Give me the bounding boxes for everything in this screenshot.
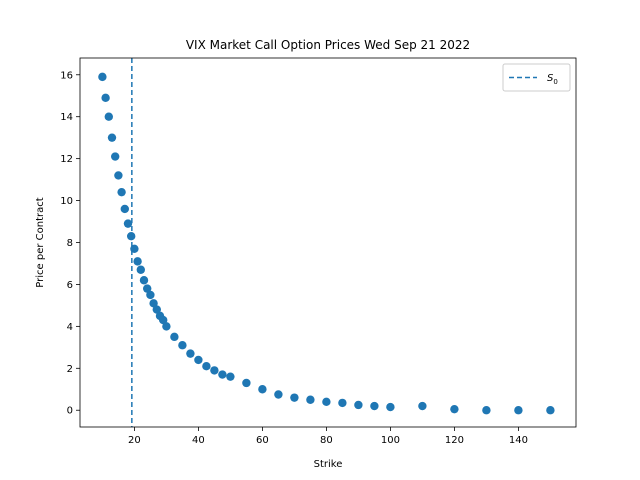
data-point — [450, 404, 459, 414]
data-point — [218, 370, 227, 379]
data-point — [146, 290, 155, 300]
y-axis: 0 2 4 6 8 10 12 14 16 — [60, 70, 80, 417]
data-point — [306, 395, 315, 404]
data-point — [149, 299, 158, 308]
data-point — [546, 406, 555, 415]
x-tick-label: 100 — [381, 435, 400, 446]
data-point — [123, 219, 133, 228]
data-point — [152, 305, 161, 314]
data-point — [120, 204, 129, 214]
x-tick-label: 60 — [256, 435, 269, 446]
x-tick-label: 80 — [320, 435, 333, 446]
data-point — [210, 366, 219, 375]
data-point — [242, 378, 251, 388]
x-tick-label: 140 — [509, 435, 528, 446]
data-point — [418, 401, 427, 411]
y-tick-label: 14 — [60, 112, 73, 123]
x-tick-label: 40 — [192, 435, 205, 446]
y-tick-label: 8 — [67, 238, 73, 249]
data-point — [386, 402, 395, 412]
data-point — [274, 390, 283, 399]
legend-label: S0 — [547, 73, 558, 86]
x-axis-label: Strike — [314, 459, 343, 470]
data-point — [186, 349, 195, 358]
data-point — [194, 355, 203, 365]
data-point — [136, 265, 145, 274]
y-tick-label: 0 — [67, 406, 73, 417]
data-point — [258, 385, 267, 394]
data-point — [162, 322, 171, 331]
data-point — [514, 406, 523, 415]
data-point — [159, 315, 168, 325]
y-tick-label: 4 — [67, 322, 73, 333]
data-point — [170, 332, 179, 342]
x-tick-label: 120 — [445, 435, 464, 446]
data-point — [178, 341, 187, 350]
x-tick-label: 20 — [128, 435, 141, 446]
data-point — [98, 72, 107, 82]
data-point — [139, 276, 149, 285]
chart-title: VIX Market Call Option Prices Wed Sep 21… — [186, 38, 470, 52]
data-point — [482, 406, 491, 415]
y-axis-label: Price per Contract — [35, 197, 46, 287]
y-tick-label: 10 — [60, 196, 73, 207]
legend: S0 — [502, 63, 571, 92]
y-tick-label: 12 — [60, 154, 73, 165]
y-tick-label: 16 — [60, 70, 73, 81]
data-point — [354, 400, 363, 410]
data-point — [290, 393, 299, 402]
data-point — [322, 397, 331, 407]
data-point — [143, 284, 152, 293]
y-tick-label: 6 — [67, 280, 73, 291]
data-point — [111, 152, 120, 161]
plot-area — [98, 58, 555, 427]
data-point — [226, 372, 235, 381]
data-point — [338, 398, 347, 408]
data-point — [370, 401, 379, 411]
data-point — [101, 93, 110, 103]
data-point — [107, 133, 117, 142]
data-point — [202, 361, 211, 371]
y-tick-label: 2 — [67, 364, 73, 375]
data-point — [117, 187, 126, 197]
data-point — [114, 171, 123, 180]
data-point — [104, 112, 114, 121]
data-point — [133, 257, 142, 266]
x-axis: 20 40 60 80 100 120 140 — [128, 427, 528, 446]
